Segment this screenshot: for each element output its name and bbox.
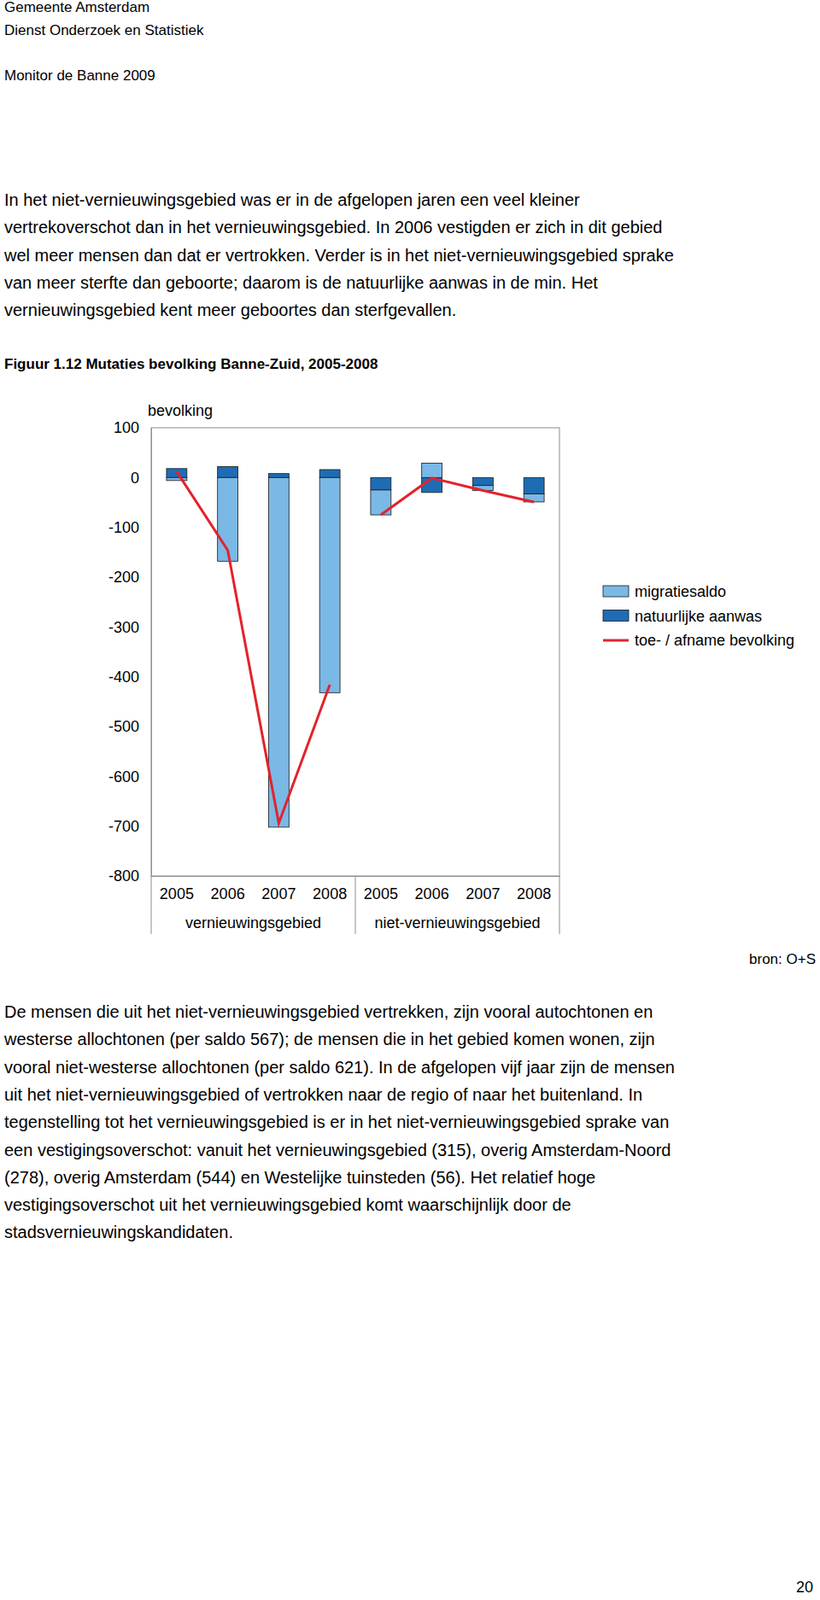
header-line: Dienst Onderzoek en Statistiek xyxy=(4,23,204,38)
page: Gemeente Amsterdam Dienst Onderzoek en St… xyxy=(0,0,820,1600)
tick-label: 100 xyxy=(113,419,140,437)
tick: 2006 xyxy=(210,876,246,903)
tick: -100 xyxy=(108,519,152,537)
paragraph-line: tegenstelling tot het vernieuwingsgebied… xyxy=(4,1113,669,1131)
tick: 2008 xyxy=(516,876,551,903)
group-divider xyxy=(559,876,561,935)
bar xyxy=(268,474,289,479)
paragraph-line: vestigingsoverschot uit het vernieuwings… xyxy=(4,1196,572,1214)
bar xyxy=(370,477,392,491)
bar xyxy=(421,462,443,478)
tick-label: -500 xyxy=(108,718,140,736)
tick: 2005 xyxy=(159,876,194,903)
x-axis: 2005 2006 2007 2008 2005 2006 2007 2008 xyxy=(152,876,561,903)
tick: -200 xyxy=(108,568,152,586)
paragraph-line: vernieuwingsgebied kent meer geboortes d… xyxy=(4,301,457,319)
marks xyxy=(166,462,545,827)
tick: 2006 xyxy=(415,876,450,903)
tick-label: -600 xyxy=(108,768,140,786)
bar xyxy=(319,477,340,693)
bar xyxy=(523,477,545,494)
tick-label: -100 xyxy=(108,519,140,537)
legend-swatch xyxy=(603,639,629,643)
tick: 2008 xyxy=(312,876,347,903)
tick: -300 xyxy=(108,619,152,637)
legend-label: toe- / afname bevolking xyxy=(634,632,795,650)
tick-label: 2007 xyxy=(261,885,296,903)
axis-line xyxy=(152,876,561,878)
tick-label: 2008 xyxy=(516,885,551,903)
paragraph-line: wel meer mensen dan dat er vertrokken. V… xyxy=(4,246,674,264)
paragraph-line: (278), overig Amsterdam (544) en Westeli… xyxy=(4,1169,596,1187)
tick-label: -800 xyxy=(108,867,140,885)
paragraph-line: De mensen die uit het niet-vernieuwingsg… xyxy=(4,1003,653,1021)
paragraph-line: stadsvernieuwingskandidaten. xyxy=(4,1224,234,1242)
header-line: Gemeente Amsterdam xyxy=(4,0,150,15)
tick: -700 xyxy=(108,818,152,836)
bar xyxy=(166,477,188,481)
legend-item: natuurlijke aanwas xyxy=(603,608,762,626)
paragraph-line: vertrekoverschot dan in het vernieuwings… xyxy=(4,218,662,236)
legend-swatch xyxy=(603,610,629,622)
y-axis: -800 -700 -600 -500 -400 -300 -200 -100 0 100 xyxy=(108,419,153,885)
tick-label: 2006 xyxy=(415,885,450,903)
tick-label: 2005 xyxy=(159,885,194,903)
tick-label: -700 xyxy=(108,818,140,836)
group-label: vernieuwingsgebied xyxy=(185,914,322,932)
header-line: Monitor de Banne 2009 xyxy=(4,68,156,83)
paragraph-line: een vestigingsoverschot: vanuit het vern… xyxy=(4,1142,671,1160)
chart: -800 -700 -600 -500 -400 -300 -200 -100 0 100 2005… xyxy=(0,0,820,1600)
tick: -500 xyxy=(108,718,152,736)
legend-label: natuurlijke aanwas xyxy=(634,608,762,626)
line xyxy=(176,471,330,824)
plot-frame xyxy=(151,427,560,877)
tick: 2005 xyxy=(363,876,399,903)
bar xyxy=(472,477,493,486)
tick-label: 2008 xyxy=(312,885,347,903)
paragraph-line: van meer sterfte dan geboorte; daarom is… xyxy=(4,274,598,292)
legend-label: migratiesaldo xyxy=(634,583,727,601)
legend-swatch xyxy=(603,585,629,598)
tick-label: 2006 xyxy=(210,885,246,903)
tick: 100 xyxy=(113,419,152,437)
page-number: 20 xyxy=(796,1580,814,1596)
tick: 0 xyxy=(130,469,152,487)
tick-label: 2005 xyxy=(363,885,399,903)
chart-source: bron: O+S xyxy=(749,952,816,967)
axis-line xyxy=(151,428,153,878)
legend-item: migratiesaldo xyxy=(603,583,727,601)
bar xyxy=(217,467,239,479)
bar xyxy=(319,469,340,478)
tick-label: -200 xyxy=(108,568,140,586)
line xyxy=(380,478,534,516)
legend: migratiesaldo natuurlijke aanwas toe- / af… xyxy=(603,583,795,650)
paragraph-line: uit het niet-vernieuwingsgebied of vertr… xyxy=(4,1086,643,1104)
paragraph-line: westerse allochtonen (per saldo 567); de… xyxy=(4,1030,656,1049)
chart-title: Figuur 1.12 Mutaties bevolking Banne-Zui… xyxy=(4,357,378,372)
group-divider xyxy=(151,876,153,935)
paragraph-line: In het niet-vernieuwingsgebied was er in… xyxy=(4,191,580,209)
tick: 2007 xyxy=(465,876,500,903)
legend-item: toe- / afname bevolking xyxy=(603,632,795,650)
bar xyxy=(268,477,289,828)
tick-label: 2007 xyxy=(465,885,500,903)
tick: -400 xyxy=(108,668,152,686)
frame xyxy=(151,427,560,935)
tick: -800 xyxy=(108,867,152,885)
tick: 2007 xyxy=(261,876,296,903)
tick: -600 xyxy=(108,768,152,786)
axis-title: bevolking xyxy=(147,402,213,420)
tick-label: -400 xyxy=(108,668,140,686)
tick-label: 0 xyxy=(130,469,140,487)
group-label: niet-vernieuwingsgebied xyxy=(374,914,540,932)
paragraph-line: vooral niet-westerse allochtonen (per sa… xyxy=(4,1059,675,1077)
tick-label: -300 xyxy=(108,619,140,637)
group-divider xyxy=(355,876,357,935)
